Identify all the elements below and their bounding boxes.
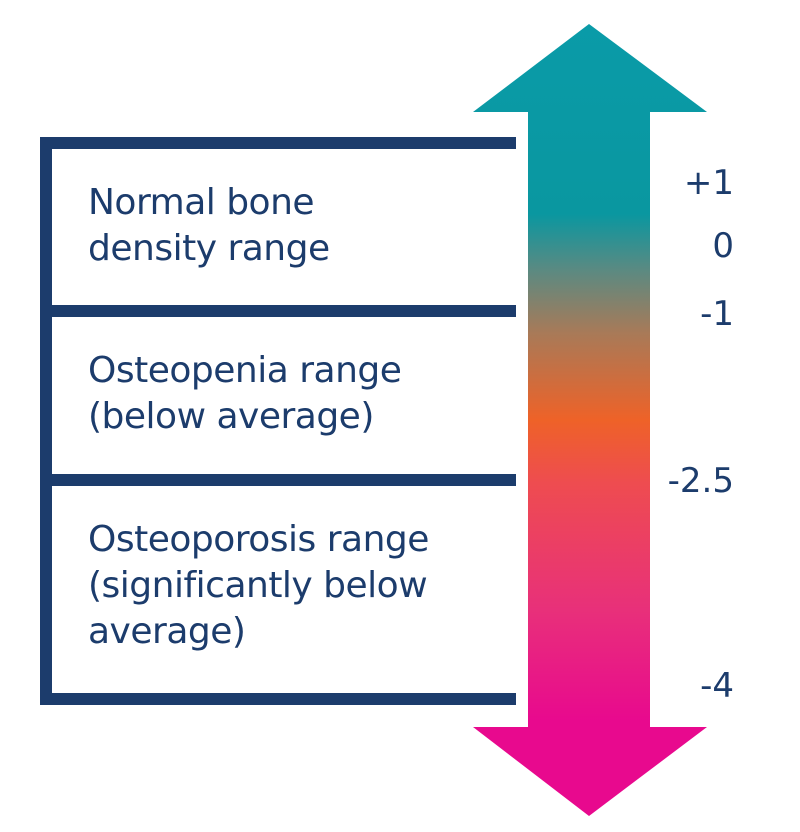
bracket-vertical-bar: [40, 137, 52, 705]
range-label-normal: Normal bone density range: [88, 182, 330, 269]
divider-minus4: [40, 693, 516, 705]
tick-minus4: -4: [700, 666, 734, 706]
tick-minus2-5: -2.5: [667, 461, 734, 501]
divider-minus1: [40, 305, 516, 317]
divider-plus1: [40, 137, 516, 149]
tick-plus1: +1: [683, 163, 734, 203]
tick-minus1: -1: [700, 294, 734, 334]
range-label-osteoporosis: Osteoporosis range (significantly below …: [88, 519, 429, 652]
tick-zero: 0: [712, 226, 734, 266]
range-label-osteopenia: Osteopenia range (below average): [88, 350, 402, 437]
divider-minus2-5: [40, 474, 516, 486]
